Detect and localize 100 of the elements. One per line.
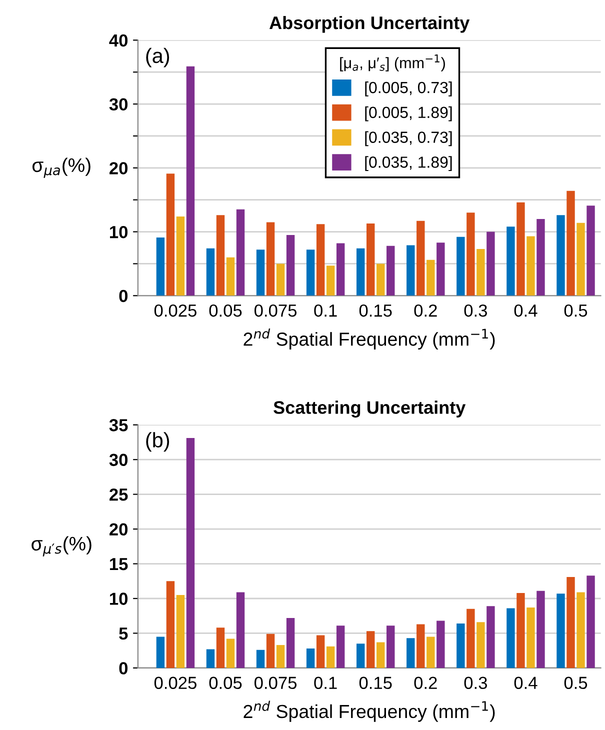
x-tick-label: 0.5 (564, 676, 588, 690)
bar (186, 438, 195, 668)
bar (186, 66, 195, 296)
bar (206, 248, 215, 296)
chart-title: Absorption Uncertainty (269, 16, 470, 33)
bar (526, 608, 535, 668)
y-tick-label: 10 (110, 592, 128, 605)
y-tick-label: 15 (110, 558, 128, 570)
bar (366, 223, 375, 296)
bar (456, 624, 465, 668)
y-tick-label: 30 (109, 454, 128, 466)
x-tick-label: 0.3 (464, 304, 487, 317)
x-tick-label: 0.05 (209, 676, 242, 690)
bar (216, 215, 225, 296)
y-tick-label: 20 (110, 523, 128, 536)
y-axis-title: σ$_{μa}$(%) (32, 158, 90, 178)
bar (376, 642, 385, 668)
annotation: (a) (146, 48, 170, 68)
x-tick-label: 0.075 (254, 304, 297, 317)
bar (506, 226, 515, 296)
bar (456, 236, 465, 296)
bar (256, 250, 265, 296)
bar (356, 248, 365, 296)
bar (466, 608, 475, 668)
bar (326, 646, 335, 668)
bar (416, 220, 425, 296)
legend-label: [0.035, 0.73] (365, 131, 452, 146)
bar (286, 234, 295, 296)
bar (226, 257, 235, 296)
bar (566, 190, 575, 296)
legend-label: [0.005, 0.73] (365, 81, 452, 96)
y-tick-label: 0 (119, 290, 128, 302)
bar (586, 576, 595, 668)
bar (406, 245, 415, 296)
bar (536, 219, 545, 296)
bar (336, 626, 345, 668)
bar (266, 634, 275, 668)
bar (166, 581, 175, 668)
x-tick-label: 0.15 (359, 676, 392, 690)
bar (576, 592, 585, 668)
y-tick-label: 0 (119, 662, 128, 674)
bar (536, 590, 545, 668)
chart-title: Scattering Uncertainty (274, 400, 466, 418)
x-axis-title: 2$^{nd}$ Spatial Frequency (mm$^{−1}$) (244, 700, 495, 722)
bar (416, 624, 425, 668)
x-axis-title: 2$^{nd}$ Spatial Frequency (mm$^{−1}$) (244, 328, 495, 350)
bar (586, 206, 595, 296)
bar (266, 222, 275, 296)
bar (216, 628, 225, 668)
x-tick-label: 0.2 (414, 676, 437, 690)
bar (376, 264, 385, 296)
bar (386, 246, 395, 296)
y-tick-label: 40 (109, 34, 128, 47)
x-tick-label: 0.3 (464, 676, 487, 690)
bar (306, 648, 315, 668)
x-tick-label: 0.5 (564, 304, 588, 317)
bar (316, 224, 325, 296)
bar (486, 606, 495, 668)
bar (516, 202, 525, 296)
legend-label: [0.035, 1.89] (365, 156, 452, 171)
bar (176, 595, 185, 668)
bar (236, 592, 245, 668)
bar (316, 635, 325, 668)
y-tick-label: 10 (110, 226, 128, 238)
bar (576, 222, 585, 296)
bar (176, 216, 185, 296)
annotation: (b) (146, 432, 170, 452)
bar (356, 644, 365, 668)
bar (206, 649, 215, 668)
bar (506, 608, 515, 668)
x-tick-label: 0.2 (414, 304, 437, 317)
y-tick-label: 20 (110, 162, 128, 174)
bar (466, 212, 475, 296)
bar (486, 232, 495, 296)
y-tick-label: 30 (109, 98, 128, 111)
bar (476, 622, 485, 668)
x-tick-label: 0.1 (314, 304, 337, 317)
bar (526, 236, 535, 296)
bar (556, 215, 565, 296)
x-tick-label: 0.05 (209, 304, 242, 317)
bar (156, 636, 165, 668)
bar (386, 626, 395, 668)
bar (476, 249, 485, 296)
bar (306, 250, 315, 296)
bar (236, 209, 245, 296)
bar (436, 620, 445, 668)
legend-title: [μ$_{a}$, μ′$_{s}$] (mm$^{−1}$) (340, 54, 445, 72)
bar (276, 645, 285, 668)
y-tick-label: 35 (109, 419, 128, 432)
bar (336, 243, 345, 296)
bar (226, 638, 235, 668)
bar (286, 618, 295, 668)
bar (406, 638, 415, 668)
x-tick-label: 0.4 (514, 676, 538, 690)
bar (326, 266, 335, 296)
bar (436, 242, 445, 296)
bar (166, 174, 175, 296)
y-axis-title: σ$_{μ′s}$(%) (32, 536, 92, 556)
x-tick-label: 0.1 (314, 676, 337, 690)
y-tick-label: 25 (110, 488, 128, 501)
